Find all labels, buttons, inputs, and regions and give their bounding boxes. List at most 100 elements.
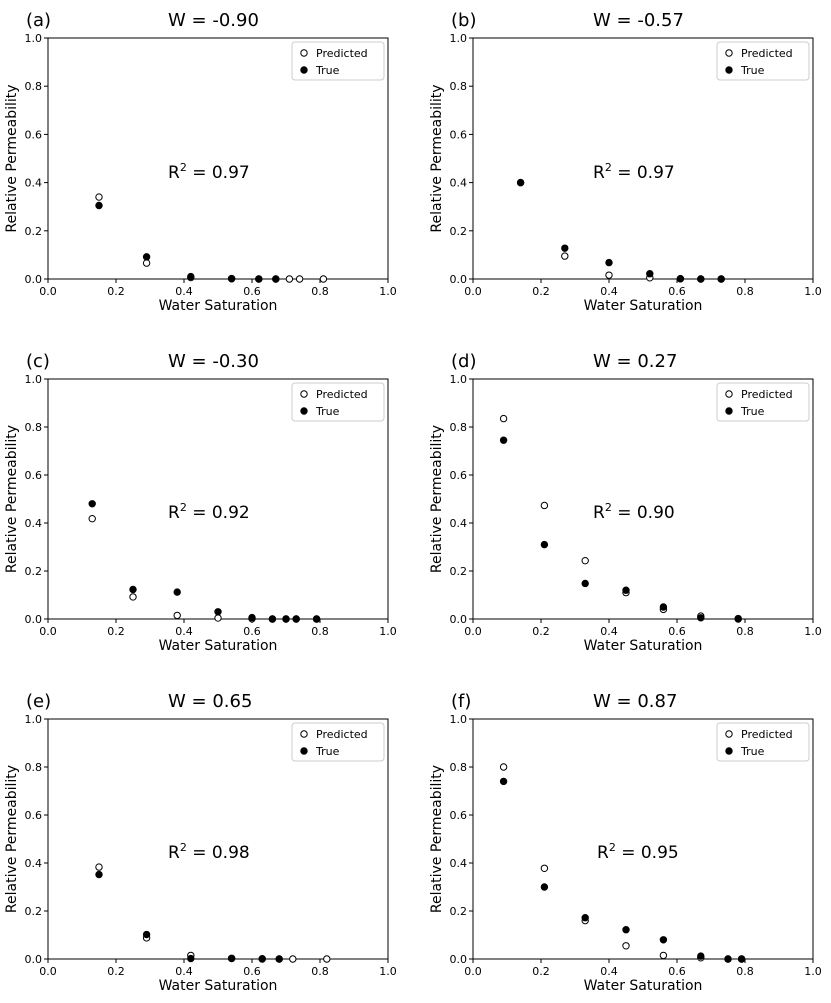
legend-true-marker: [300, 747, 308, 755]
predicted-point: [540, 501, 549, 510]
x-axis-label: Water Saturation: [584, 638, 703, 654]
x-tick-label: 0.8: [736, 285, 754, 298]
y-tick-label: 0.8: [25, 761, 43, 774]
x-tick-label: 0.6: [243, 625, 261, 638]
y-axis-label: Relative Permeability: [4, 425, 20, 573]
r-squared-annotation: R2 = 0.92: [168, 501, 250, 523]
x-tick-label: 0.0: [39, 285, 57, 298]
true-point: [95, 201, 103, 210]
y-tick-label: 0.0: [450, 613, 468, 626]
true-point: [248, 613, 256, 622]
series-true: [499, 777, 746, 963]
chart-panel-4: 0.0 0.2 0.4 0.6 0.8 1.0 0.0 0.2 0.4 0.6 0.8 1.0 Wate…: [429, 351, 822, 654]
true-point: [187, 272, 195, 281]
x-tick-label: 0.4: [175, 285, 193, 298]
x-tick-label: 0.2: [107, 285, 125, 298]
true-point: [142, 930, 151, 939]
true-point: [268, 615, 277, 623]
predicted-point: [323, 955, 331, 963]
legend-predicted-marker: [300, 730, 308, 738]
x-axis-label: Water Saturation: [584, 978, 703, 994]
series-true: [499, 436, 742, 623]
x-tick-label: 0.0: [39, 625, 57, 638]
series-predicted: [516, 178, 725, 283]
x-tick-label: 0.8: [736, 965, 754, 978]
x-tick-label: 0.4: [600, 965, 618, 978]
true-point: [724, 955, 732, 963]
y-tick-label: 0.2: [450, 905, 468, 918]
y-tick-label: 0.8: [450, 421, 468, 434]
chart-title: W = -0.30: [168, 351, 259, 372]
x-tick-label: 1.0: [804, 625, 822, 638]
r-squared-superscript: 2: [605, 501, 612, 514]
true-point: [499, 777, 508, 786]
true-point: [697, 275, 705, 283]
x-tick-label: 1.0: [379, 965, 397, 978]
predicted-point: [173, 611, 181, 620]
x-tick-label: 0.0: [464, 965, 482, 978]
r-squared-symbol: R: [593, 503, 605, 523]
legend-true-marker: [725, 66, 733, 74]
x-tick-label: 0.8: [311, 285, 329, 298]
legend-true-marker: [300, 407, 308, 415]
y-axis-label: Relative Permeability: [4, 765, 20, 913]
x-axis-label: Water Saturation: [159, 978, 278, 994]
r-squared-value: = 0.97: [612, 163, 675, 183]
y-tick-label: 0.8: [450, 761, 468, 774]
legend-box: [716, 382, 810, 422]
legend: Predicted True: [291, 41, 385, 81]
panel-letter: (a): [26, 10, 51, 31]
y-tick-label: 0.4: [25, 857, 43, 870]
x-tick-label: 0.6: [668, 625, 686, 638]
r-squared-value: = 0.95: [616, 843, 679, 863]
true-point: [622, 926, 630, 934]
legend-predicted-label: Predicted: [316, 47, 368, 60]
y-tick-label: 0.6: [450, 469, 468, 482]
legend-predicted-label: Predicted: [741, 47, 793, 60]
y-tick-label: 0.0: [25, 273, 43, 286]
x-tick-label: 0.4: [600, 625, 618, 638]
predicted-point: [88, 514, 96, 523]
legend-true-marker: [300, 66, 308, 74]
true-point: [129, 585, 137, 594]
true-point: [227, 274, 236, 283]
chart-title: W = 0.65: [168, 691, 252, 712]
true-point: [697, 952, 705, 960]
r-squared-superscript: 2: [609, 841, 616, 854]
predicted-point: [605, 271, 613, 279]
legend-predicted-label: Predicted: [741, 728, 793, 741]
legend-box: [291, 722, 385, 762]
r-squared-annotation: R2 = 0.97: [168, 161, 250, 183]
chart-panel-1: 0.0 0.2 0.4 0.6 0.8 1.0 0.0 0.2 0.4 0.6 0.8 1.0 Wate…: [4, 10, 397, 314]
true-point: [737, 955, 746, 963]
x-tick-label: 0.4: [600, 285, 618, 298]
x-tick-label: 0.8: [736, 625, 754, 638]
predicted-point: [499, 763, 508, 771]
legend-true-label: True: [315, 64, 340, 77]
chart-title: W = -0.57: [593, 10, 684, 31]
true-point: [516, 178, 525, 187]
true-point: [659, 936, 668, 944]
chart-title: W = -0.90: [168, 10, 259, 31]
x-tick-label: 1.0: [804, 965, 822, 978]
legend-predicted-marker: [300, 49, 308, 57]
y-tick-label: 1.0: [450, 373, 468, 386]
true-point: [258, 955, 266, 963]
legend-predicted-marker: [300, 390, 308, 398]
y-tick-label: 0.4: [25, 517, 43, 530]
x-tick-label: 0.0: [464, 625, 482, 638]
r-squared-annotation: R2 = 0.97: [593, 161, 675, 183]
x-axis-label: Water Saturation: [584, 298, 703, 314]
r-squared-value: = 0.97: [187, 163, 250, 183]
y-tick-label: 1.0: [450, 713, 468, 726]
series-true: [88, 500, 321, 623]
chart-panel-5: 0.0 0.2 0.4 0.6 0.8 1.0 0.0 0.2 0.4 0.6 0.8 1.0 Wate…: [4, 691, 397, 994]
predicted-point: [285, 275, 294, 283]
legend-predicted-label: Predicted: [741, 388, 793, 401]
legend-true-label: True: [740, 405, 765, 418]
true-point: [88, 500, 96, 508]
true-point: [561, 244, 569, 252]
true-point: [734, 614, 742, 623]
true-point: [272, 275, 280, 283]
